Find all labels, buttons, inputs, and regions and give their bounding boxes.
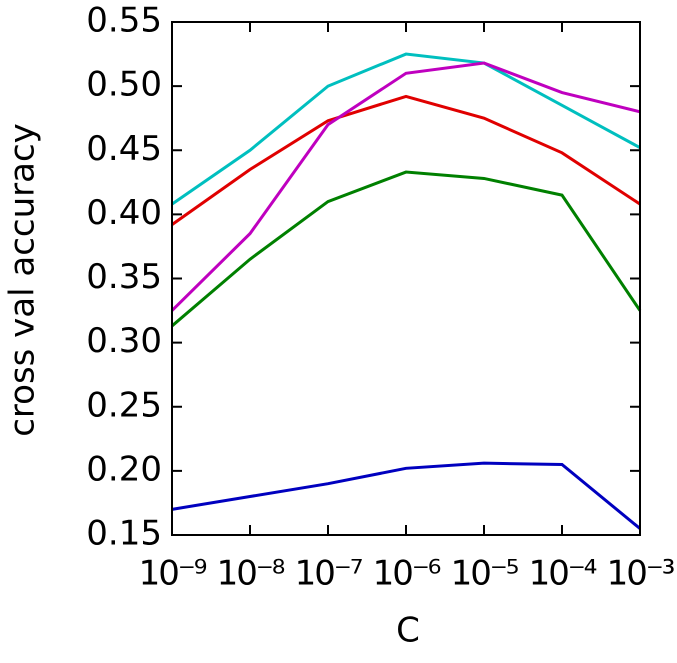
series-line <box>171 94 641 226</box>
y-tick-label: 0.20 <box>86 449 162 489</box>
plot-frame <box>171 21 641 536</box>
x-tick-label: 10⁻⁵ <box>451 554 518 594</box>
y-tick-label: 0.45 <box>86 129 162 169</box>
x-axis-label: C <box>396 611 420 651</box>
y-tick-label: 0.15 <box>86 514 162 554</box>
y-tick-label: 0.55 <box>86 1 162 41</box>
x-tick-label: 10⁻⁹ <box>139 554 207 594</box>
x-tick-label: 10⁻⁶ <box>373 554 441 594</box>
x-tick-label: 10⁻³ <box>607 554 674 594</box>
y-axis-label: cross val accuracy <box>3 123 43 437</box>
y-tick-label: 0.50 <box>86 65 162 105</box>
x-tick-label: 10⁻⁷ <box>295 554 363 594</box>
y-tick-label: 0.30 <box>86 321 162 361</box>
y-tick-label: 0.35 <box>86 257 162 297</box>
x-tick-label: 10⁻⁴ <box>529 554 597 594</box>
y-tick-label: 0.40 <box>86 193 162 233</box>
series-line <box>171 461 641 530</box>
series-line <box>171 52 641 206</box>
y-tick-label: 0.25 <box>86 385 162 425</box>
x-tick-label: 10⁻⁸ <box>217 554 285 594</box>
series-line <box>171 170 642 328</box>
series-line <box>170 61 641 312</box>
